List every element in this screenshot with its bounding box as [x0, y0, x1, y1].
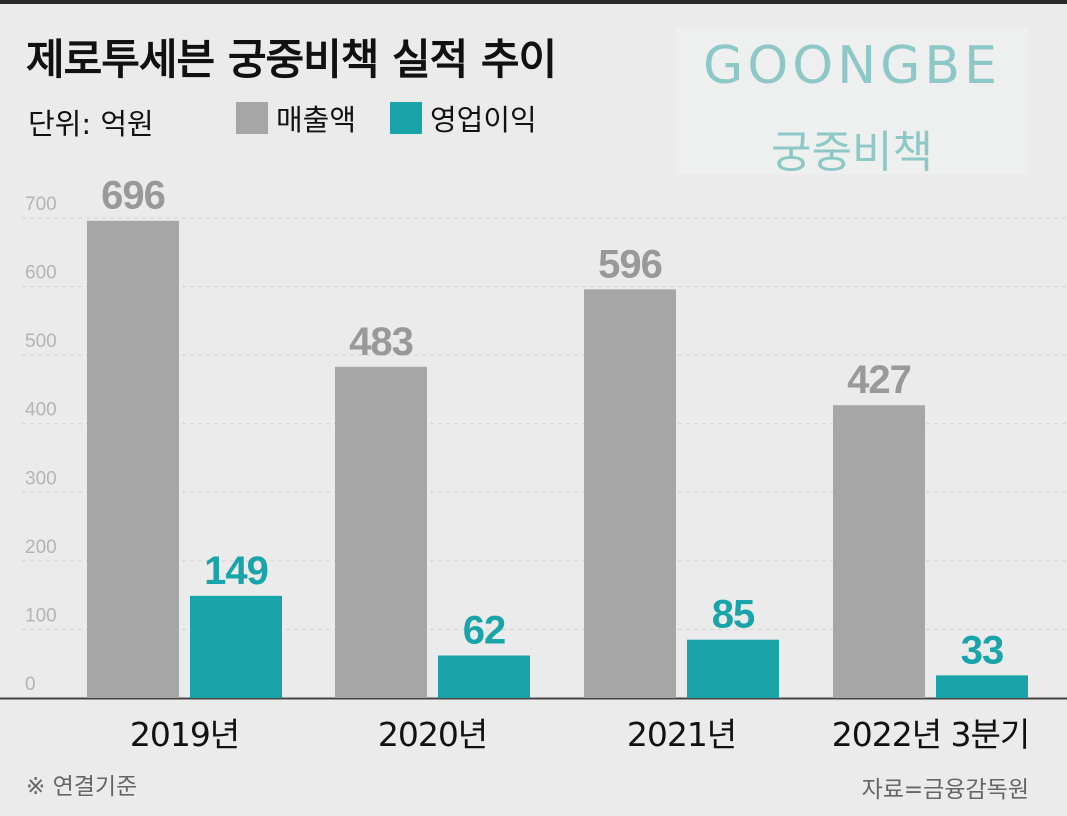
data-label-sales: 483	[349, 320, 413, 364]
y-tick-label: 100	[25, 605, 57, 626]
top-rule	[0, 0, 1067, 4]
legend-label-profit: 영업이익	[430, 103, 537, 137]
legend-label-sales: 매출액	[276, 103, 357, 137]
bar-operating-profit	[438, 655, 530, 698]
legend-item-sales: 매출액	[236, 100, 357, 137]
y-tick-label: 200	[25, 537, 57, 558]
data-label-operating-profit: 33	[961, 628, 1004, 672]
footnote: ※ 연결기준	[26, 774, 138, 800]
x-category-label: 2020년	[378, 715, 487, 754]
brand-logo-english: GOONGBE	[703, 36, 1001, 96]
y-tick-label: 500	[25, 331, 57, 352]
x-category-label: 2021년	[627, 715, 736, 754]
bar-sales	[335, 366, 427, 698]
bar-operating-profit	[687, 639, 779, 698]
y-tick-label: 700	[25, 194, 57, 215]
bar-operating-profit	[936, 675, 1028, 698]
x-category-label: 2022년 3분기	[832, 715, 1030, 754]
legend-item-profit: 영업이익	[390, 100, 537, 137]
y-tick-label: 0	[25, 674, 36, 695]
y-tick-label: 400	[25, 400, 57, 421]
bar-sales	[833, 405, 925, 698]
data-label-operating-profit: 149	[204, 549, 268, 593]
data-label-sales: 696	[101, 174, 165, 218]
y-tick-label: 300	[25, 468, 57, 489]
data-label-operating-profit: 62	[463, 608, 506, 652]
bar-sales	[87, 220, 179, 698]
y-tick-label: 600	[25, 263, 57, 284]
x-category-label: 2019년	[130, 715, 239, 754]
chart-title: 제로투세븐 궁중비책 실적 추이	[26, 35, 557, 84]
unit-label: 단위: 억원	[28, 107, 154, 141]
bar-operating-profit	[190, 595, 282, 698]
bar-sales	[584, 289, 676, 698]
brand-logo-korean: 궁중비책	[771, 127, 933, 178]
legend-swatch-profit	[390, 102, 422, 134]
source-note: 자료=금융감독원	[861, 777, 1029, 803]
data-label-sales: 427	[847, 358, 911, 402]
legend-swatch-sales	[236, 102, 268, 134]
data-label-operating-profit: 85	[712, 593, 755, 637]
brand-logo: GOONGBE 궁중비책	[676, 28, 1028, 178]
data-label-sales: 596	[598, 242, 662, 286]
